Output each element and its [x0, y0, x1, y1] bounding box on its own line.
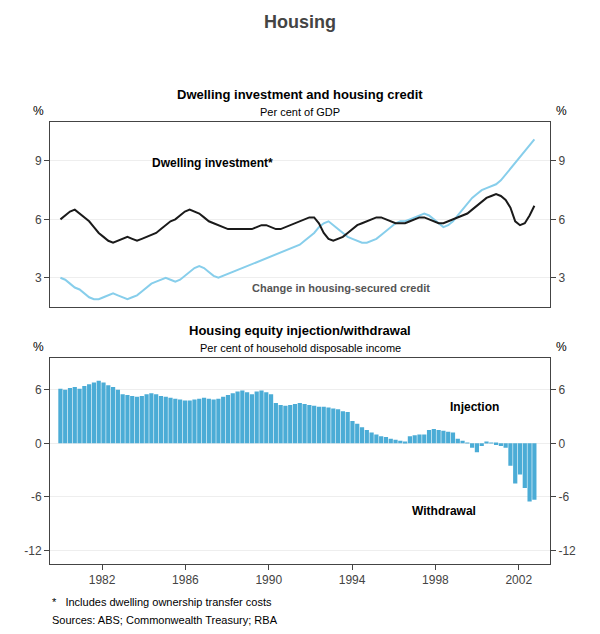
- svg-text:1990: 1990: [255, 573, 282, 587]
- svg-text:Per cent of household disposab: Per cent of household disposable income: [200, 342, 401, 354]
- svg-text:* Includes dwelling ownershi: * Includes dwelling ownership transfer c…: [52, 596, 272, 608]
- svg-text:-12: -12: [558, 544, 576, 558]
- svg-text:3: 3: [558, 271, 565, 285]
- svg-text:Change in housing-secured cred: Change in housing-secured credit: [252, 282, 430, 294]
- svg-text:6: 6: [558, 383, 565, 397]
- svg-text:1982: 1982: [89, 573, 116, 587]
- svg-text:2002: 2002: [505, 573, 532, 587]
- svg-text:-12: -12: [24, 544, 42, 558]
- svg-text:Withdrawal: Withdrawal: [412, 504, 476, 518]
- svg-text:-6: -6: [31, 490, 42, 504]
- svg-text:3: 3: [35, 271, 42, 285]
- svg-text:1986: 1986: [172, 573, 199, 587]
- svg-text:Sources: ABS; Commonwealth Tre: Sources: ABS; Commonwealth Treasury; RBA: [52, 614, 278, 626]
- svg-text:0: 0: [558, 437, 565, 451]
- svg-text:9: 9: [558, 154, 565, 168]
- svg-text:Dwelling investment and housin: Dwelling investment and housing credit: [177, 87, 423, 102]
- svg-text:1994: 1994: [339, 573, 366, 587]
- svg-text:Housing: Housing: [264, 12, 336, 32]
- svg-text:Injection: Injection: [450, 400, 499, 414]
- svg-text:%: %: [33, 340, 44, 354]
- svg-text:-6: -6: [558, 490, 569, 504]
- svg-text:Dwelling investment*: Dwelling investment*: [152, 156, 273, 170]
- svg-text:6: 6: [35, 213, 42, 227]
- svg-text:6: 6: [35, 383, 42, 397]
- svg-text:6: 6: [558, 213, 565, 227]
- svg-text:Per cent of GDP: Per cent of GDP: [260, 106, 340, 118]
- svg-text:1998: 1998: [422, 573, 449, 587]
- svg-text:%: %: [556, 340, 567, 354]
- svg-text:9: 9: [35, 154, 42, 168]
- svg-text:%: %: [33, 104, 44, 118]
- svg-text:0: 0: [35, 437, 42, 451]
- svg-text:%: %: [556, 104, 567, 118]
- svg-text:Housing equity injection/withd: Housing equity injection/withdrawal: [189, 323, 411, 338]
